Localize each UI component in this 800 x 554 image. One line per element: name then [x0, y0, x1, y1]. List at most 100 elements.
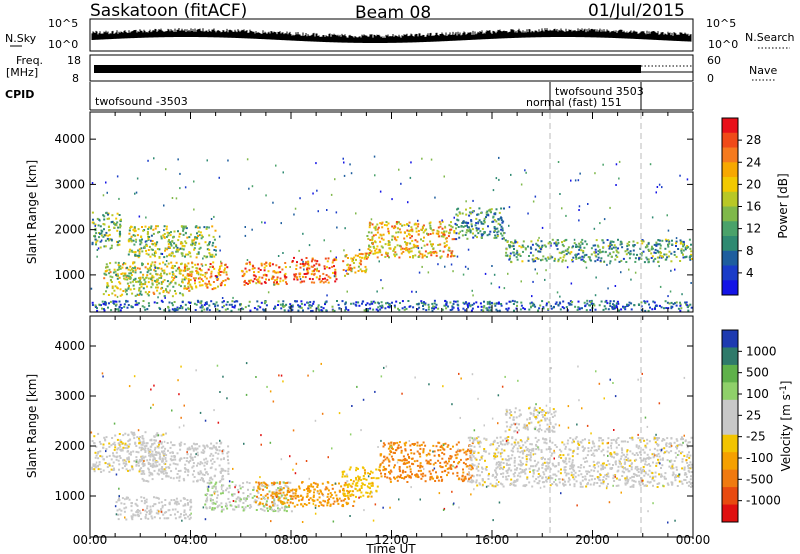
range-cell — [200, 300, 203, 303]
range-cell — [625, 253, 628, 256]
range-cell — [134, 294, 137, 297]
range-cell — [679, 304, 682, 307]
range-cell — [180, 247, 183, 250]
range-cell — [109, 247, 111, 250]
range-cell — [299, 278, 302, 281]
range-cell — [444, 300, 447, 302]
range-cell — [675, 255, 678, 258]
range-cell — [199, 269, 202, 272]
range-cell — [300, 494, 303, 497]
range-cell — [108, 233, 111, 236]
range-cell — [246, 158, 249, 161]
range-cell — [144, 283, 147, 286]
range-cell — [242, 308, 245, 311]
range-cell — [289, 266, 291, 268]
range-cell — [355, 212, 357, 215]
range-cell — [142, 470, 145, 473]
range-cell — [188, 251, 191, 254]
range-cell — [513, 254, 516, 257]
range-cell — [363, 483, 366, 486]
range-cell — [394, 246, 397, 249]
range-cell — [216, 274, 219, 277]
range-cell — [354, 488, 357, 490]
range-cell — [117, 241, 120, 244]
range-cell — [465, 465, 468, 468]
range-cell — [147, 269, 150, 272]
range-cell — [487, 209, 490, 212]
range-cell — [130, 509, 133, 512]
range-cell — [103, 436, 106, 439]
range-cell — [140, 456, 143, 459]
range-cell — [275, 491, 278, 494]
range-cell — [395, 300, 398, 303]
range-cell — [206, 488, 209, 491]
range-cell — [570, 251, 573, 254]
range-cell — [286, 501, 289, 504]
range-cell — [91, 243, 94, 246]
range-cell — [228, 303, 231, 306]
range-cell — [346, 475, 349, 478]
range-cell — [494, 213, 497, 216]
range-cell — [466, 304, 469, 307]
range-cell — [314, 259, 317, 262]
range-cell — [349, 264, 352, 267]
range-cell — [140, 281, 143, 284]
range-cell — [430, 158, 433, 161]
range-cell — [664, 238, 667, 241]
range-cell — [429, 251, 432, 254]
range-cell — [343, 249, 345, 252]
range-cell — [369, 473, 371, 475]
range-cell — [467, 230, 470, 233]
range-cell — [461, 229, 464, 232]
range-cell — [124, 262, 127, 265]
range-cell — [145, 511, 148, 514]
range-cell — [204, 241, 207, 244]
range-cell — [287, 490, 289, 493]
range-cell — [175, 250, 178, 253]
range-cell — [267, 270, 270, 273]
range-cell — [392, 227, 395, 230]
range-cell — [308, 498, 310, 501]
range-cell — [209, 497, 212, 500]
range-cell — [161, 300, 164, 303]
range-cell — [173, 277, 176, 280]
range-cell — [442, 250, 445, 253]
range-cell — [326, 502, 329, 504]
range-cell — [100, 239, 103, 242]
range-cell — [127, 287, 130, 290]
range-cell — [572, 256, 575, 259]
range-cell — [297, 305, 300, 308]
range-cell — [249, 504, 252, 506]
range-cell — [445, 237, 448, 240]
range-cell — [602, 246, 605, 249]
range-cell — [283, 497, 286, 500]
range-cell — [134, 229, 137, 232]
range-cell — [274, 271, 277, 274]
range-cell — [329, 495, 332, 498]
range-cell — [132, 513, 135, 516]
range-cell — [226, 507, 229, 510]
range-cell — [490, 309, 493, 312]
range-cell — [388, 232, 390, 235]
range-cell — [164, 296, 166, 299]
range-cell — [272, 201, 274, 204]
range-cell — [689, 303, 692, 306]
range-cell — [144, 240, 147, 243]
range-cell — [361, 253, 364, 256]
range-cell — [651, 255, 654, 258]
range-cell — [393, 304, 396, 307]
range-cell — [471, 465, 474, 468]
range-cell — [181, 301, 184, 304]
range-cell — [239, 303, 241, 306]
range-cell — [127, 253, 130, 256]
range-cell — [590, 253, 593, 256]
range-cell — [137, 302, 140, 305]
range-cell — [457, 304, 460, 307]
range-cell — [427, 271, 430, 274]
range-cell — [152, 462, 155, 465]
range-cell — [273, 483, 276, 486]
range-cell — [170, 455, 173, 458]
range-cell — [316, 498, 319, 501]
range-cell — [245, 282, 248, 285]
range-cell — [494, 304, 497, 307]
